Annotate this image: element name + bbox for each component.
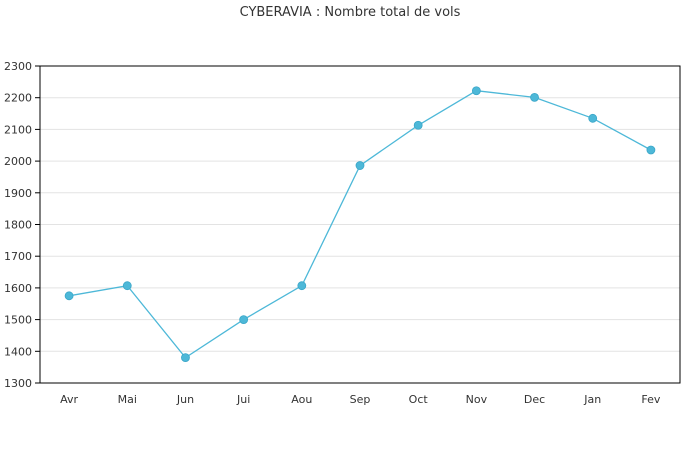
- y-tick-label: 2100: [4, 123, 32, 136]
- y-tick-label: 1800: [4, 219, 32, 232]
- x-tick-label: Fev: [641, 393, 660, 406]
- y-tick-label: 1400: [4, 345, 32, 358]
- x-tick-label: Dec: [524, 393, 545, 406]
- y-tick-label: 1500: [4, 314, 32, 327]
- y-tick-label: 2300: [4, 60, 32, 73]
- data-point: [471, 86, 481, 96]
- x-tick-label: Nov: [466, 393, 488, 406]
- x-tick-label: Sep: [350, 393, 371, 406]
- chart-title: CYBERAVIA : Nombre total de vols: [239, 5, 461, 20]
- data-point: [297, 281, 307, 291]
- data-point: [64, 291, 74, 301]
- data-point: [588, 113, 598, 123]
- y-tick-label: 1900: [4, 187, 32, 200]
- y-tick-label: 1700: [4, 250, 32, 263]
- data-point: [181, 353, 190, 363]
- x-axis: Avr Mai Jun Jui Aou Sep Oct Nov Dec Jan Fev: [60, 393, 661, 406]
- data-point: [646, 145, 656, 155]
- series-group: [64, 86, 656, 363]
- data-point: [355, 161, 365, 170]
- y-tick-label: 1600: [4, 282, 32, 295]
- x-tick-label: Jui: [236, 393, 250, 406]
- grid-lines: [40, 97, 680, 352]
- x-tick-label: Mai: [118, 393, 137, 406]
- x-tick-label: Avr: [60, 393, 78, 406]
- data-point: [530, 92, 539, 102]
- y-tick-label: 1300: [4, 377, 32, 390]
- x-tick-label: Jan: [583, 393, 601, 406]
- x-tick-label: Aou: [291, 393, 312, 406]
- x-tick-label: Oct: [409, 393, 429, 406]
- y-axis: 1300 1400 1500 1600 1700 1800 1900 2000 2100 2200…: [4, 60, 40, 390]
- x-tick-label: Jun: [176, 393, 194, 406]
- data-point: [239, 315, 249, 325]
- data-point: [122, 281, 132, 291]
- y-tick-label: 2200: [4, 92, 32, 105]
- data-point: [413, 120, 423, 130]
- plot-frame: [39, 65, 681, 384]
- y-tick-label: 2000: [4, 155, 32, 168]
